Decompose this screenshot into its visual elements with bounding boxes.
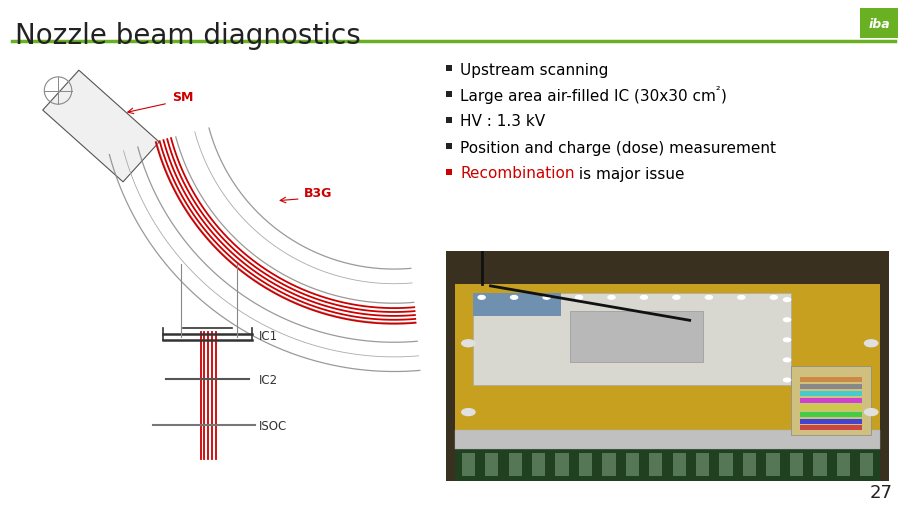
Bar <box>455 284 880 463</box>
Bar <box>446 169 452 176</box>
Text: is major issue: is major issue <box>574 166 685 181</box>
Circle shape <box>478 296 485 300</box>
Circle shape <box>511 296 518 300</box>
Text: Large area air-filled IC (30x30 cm: Large area air-filled IC (30x30 cm <box>460 89 716 103</box>
Bar <box>446 92 452 98</box>
Circle shape <box>864 409 878 416</box>
Bar <box>462 454 475 476</box>
Bar <box>800 412 863 417</box>
Circle shape <box>543 296 551 300</box>
Bar <box>792 366 871 435</box>
Bar <box>571 312 703 362</box>
Bar <box>800 426 863 431</box>
Bar <box>800 391 863 396</box>
Bar <box>626 454 639 476</box>
Bar <box>673 454 686 476</box>
Bar <box>555 454 569 476</box>
Text: SM: SM <box>172 91 193 104</box>
Circle shape <box>864 340 878 347</box>
Circle shape <box>640 296 648 300</box>
Bar <box>814 454 826 476</box>
Bar <box>800 378 863 383</box>
Bar <box>743 454 756 476</box>
Bar <box>860 9 898 39</box>
Circle shape <box>706 296 712 300</box>
Text: IC2: IC2 <box>258 373 278 386</box>
Text: Position and charge (dose) measurement: Position and charge (dose) measurement <box>460 140 776 155</box>
Text: Nozzle beam diagnostics: Nozzle beam diagnostics <box>15 22 361 50</box>
Circle shape <box>784 298 791 302</box>
Text: ): ) <box>720 89 727 103</box>
Bar <box>696 454 709 476</box>
Circle shape <box>784 358 791 362</box>
Text: Upstream scanning: Upstream scanning <box>460 63 609 77</box>
Circle shape <box>673 296 680 300</box>
Bar <box>455 444 880 481</box>
Bar <box>473 293 792 385</box>
Circle shape <box>462 409 475 416</box>
Bar <box>579 454 592 476</box>
Text: iba: iba <box>868 17 890 31</box>
Circle shape <box>737 296 745 300</box>
Circle shape <box>770 296 777 300</box>
Circle shape <box>462 340 475 347</box>
Bar <box>860 454 873 476</box>
Text: ISOC: ISOC <box>258 419 287 432</box>
Circle shape <box>575 296 582 300</box>
Bar <box>800 398 863 403</box>
Bar <box>473 293 561 316</box>
Circle shape <box>784 378 791 382</box>
Bar <box>509 454 522 476</box>
Bar <box>649 454 662 476</box>
Bar <box>446 144 452 150</box>
Circle shape <box>608 296 615 300</box>
Bar <box>446 66 452 72</box>
Bar <box>800 405 863 410</box>
Bar <box>766 454 780 476</box>
Bar <box>532 454 545 476</box>
Bar <box>800 384 863 389</box>
Text: 27: 27 <box>870 483 893 501</box>
Bar <box>455 431 880 449</box>
Text: IC1: IC1 <box>258 329 278 342</box>
Text: Recombination: Recombination <box>460 166 574 181</box>
Bar <box>446 118 452 124</box>
Bar <box>836 454 850 476</box>
Bar <box>790 454 803 476</box>
Bar <box>719 454 733 476</box>
Bar <box>800 419 863 423</box>
Bar <box>485 454 499 476</box>
Circle shape <box>784 338 791 342</box>
Text: B3G: B3G <box>304 186 332 200</box>
Text: HV : 1.3 kV: HV : 1.3 kV <box>460 115 545 129</box>
Text: ²: ² <box>716 86 720 96</box>
FancyBboxPatch shape <box>43 71 160 183</box>
Circle shape <box>784 318 791 322</box>
Bar <box>602 454 616 476</box>
